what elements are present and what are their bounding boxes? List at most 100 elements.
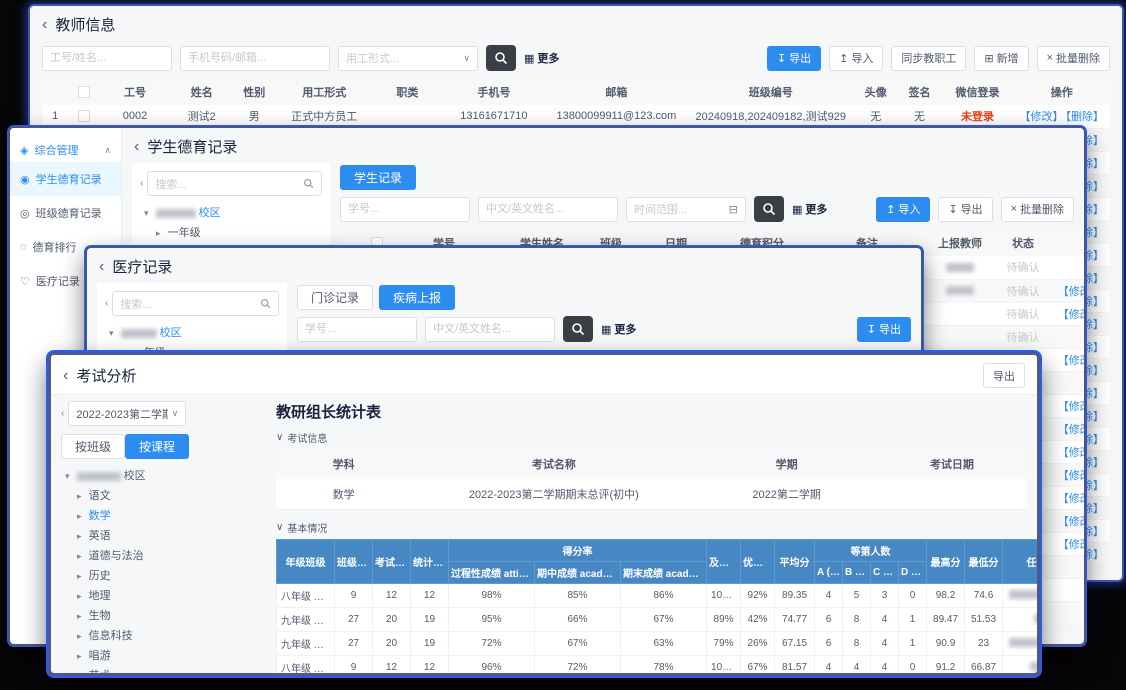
table-cell: 89.47 bbox=[926, 606, 966, 632]
sync-staff-button[interactable]: 同步教职工 bbox=[891, 45, 967, 71]
date-range-input[interactable]: 时间范围... ⊟ bbox=[626, 196, 746, 222]
add-button[interactable]: ⊞ 新增 bbox=[974, 45, 1029, 71]
export-button[interactable]: ↧ 导出 bbox=[856, 316, 911, 342]
student-id-input[interactable] bbox=[340, 196, 470, 222]
column-header: 年级班级 bbox=[276, 538, 335, 584]
export-button[interactable]: ↧ 导出 bbox=[766, 45, 822, 71]
op-link-button[interactable]: 【修改】 bbox=[1057, 538, 1084, 551]
student-id-input[interactable] bbox=[297, 316, 417, 342]
tree-node-subject[interactable]: ▸ 信息科技 bbox=[77, 630, 133, 642]
tab-button[interactable]: 门诊记录 bbox=[297, 285, 374, 310]
back-icon[interactable]: ‹ bbox=[99, 257, 105, 275]
op-link-button[interactable]: 【修改】 bbox=[1057, 492, 1084, 505]
table-cell: 8 bbox=[842, 630, 872, 656]
panel-collapse-icon[interactable]: ‹ bbox=[61, 408, 65, 419]
table-cell: 27 bbox=[334, 606, 373, 632]
row-checkbox[interactable] bbox=[77, 86, 90, 99]
table-cell: 100% bbox=[706, 582, 742, 608]
table-cell: 0 bbox=[898, 582, 928, 608]
tab-by-course[interactable]: 按课程 bbox=[125, 434, 190, 459]
more-button[interactable]: ▦ 更多 bbox=[601, 323, 637, 337]
tree-node-subject[interactable]: ▸ 数学 bbox=[77, 510, 111, 522]
tab-button[interactable]: 疾病上报 bbox=[379, 285, 456, 310]
op-link-button[interactable]: 【修改】 bbox=[1057, 469, 1084, 482]
tab-by-class[interactable]: 按班级 bbox=[61, 434, 126, 459]
sidebar-item[interactable]: ♡ 医疗记录 bbox=[10, 264, 121, 298]
back-icon[interactable]: ‹ bbox=[63, 366, 69, 384]
tree-node-subject[interactable]: ▸ 道德与法治 bbox=[77, 550, 144, 562]
sidebar-item[interactable]: ◉ 学生德育记录 bbox=[10, 162, 121, 196]
import-button[interactable]: ↥ 导入 bbox=[876, 196, 931, 222]
exam-left-panel: ‹ 2022-2023第二学期期末 ∨ 按班级 按课程 ▾ 校区 bbox=[61, 397, 266, 676]
page-title-teacher: 教师信息 bbox=[55, 17, 116, 34]
op-link-button[interactable]: 【修改】 bbox=[1057, 423, 1084, 436]
tree-node-subject[interactable]: ▸ 历史 bbox=[77, 570, 111, 582]
tree-search-input[interactable]: 搜索... bbox=[147, 171, 322, 196]
back-icon[interactable]: ‹ bbox=[134, 137, 140, 155]
search-icon bbox=[572, 323, 585, 336]
panel-collapse-icon[interactable]: ‹ bbox=[105, 298, 109, 309]
more-button[interactable]: ▦ 更多 bbox=[524, 50, 559, 66]
search-button[interactable] bbox=[754, 196, 784, 222]
tree-node-subject[interactable]: ▸ 语文 bbox=[77, 490, 111, 502]
column-header: 期末成绩 academic bbox=[619, 560, 708, 584]
table-cell: 12 bbox=[372, 582, 411, 608]
table-cell: 9 bbox=[334, 654, 373, 673]
row-checkbox[interactable] bbox=[77, 110, 90, 123]
op-link-button[interactable]: 【删除】 bbox=[1065, 111, 1105, 124]
student-name-input[interactable] bbox=[478, 196, 618, 222]
op-link-button[interactable]: 【修改】 bbox=[1057, 400, 1084, 413]
column-header: 工号 bbox=[98, 79, 172, 105]
table-cell: 98.2 bbox=[926, 582, 966, 608]
column-header: 性别 bbox=[232, 79, 277, 105]
export-button[interactable]: ↧ 导出 bbox=[938, 196, 993, 222]
redacted-value bbox=[1033, 614, 1037, 624]
table-cell: 0002 bbox=[98, 105, 172, 129]
tree-node-grade[interactable]: ▸ 一年级 bbox=[156, 227, 201, 239]
teacher-phone-email-input[interactable] bbox=[180, 45, 330, 71]
semester-select[interactable]: 2022-2023第二学期期末 ∨ bbox=[68, 401, 187, 426]
table-cell: 27 bbox=[334, 630, 373, 656]
tree-node-subject[interactable]: ▸ 英语 bbox=[77, 530, 111, 542]
op-link-button[interactable]: 【修改】 bbox=[1057, 446, 1084, 459]
import-button[interactable]: ↥ 导入 bbox=[829, 45, 884, 71]
tree-node-subject[interactable]: ▸ 唱游 bbox=[77, 650, 111, 662]
sidebar-group-management[interactable]: ◈ 综合管理 ∧ bbox=[10, 138, 121, 162]
page-title-medical: 医疗记录 bbox=[112, 259, 173, 276]
search-button[interactable] bbox=[563, 316, 593, 342]
table-cell: 66.87 bbox=[964, 654, 1004, 673]
tab-student-records[interactable]: 学生记录 bbox=[340, 165, 417, 190]
column-header: 职类 bbox=[372, 79, 443, 105]
batch-delete-button[interactable]: × 批量删除 bbox=[1036, 45, 1110, 71]
export-button[interactable]: 导出 bbox=[983, 363, 1025, 388]
op-link-button[interactable]: 【修改】 bbox=[1057, 354, 1084, 367]
tree-node-campus[interactable]: ▾ 校区 bbox=[109, 327, 182, 339]
table-cell bbox=[1002, 654, 1037, 673]
redacted-value bbox=[1029, 662, 1037, 672]
search-button[interactable] bbox=[486, 45, 516, 71]
redacted-value bbox=[155, 208, 196, 218]
student-name-input[interactable] bbox=[425, 316, 555, 342]
table-cell bbox=[926, 256, 994, 280]
tree-closed-icon: ▸ bbox=[77, 671, 82, 676]
panel-collapse-icon[interactable]: ‹ bbox=[140, 178, 144, 189]
tree-node-subject[interactable]: ▸ 生物 bbox=[77, 610, 111, 622]
tree-node-subject[interactable]: ▸ 艺术 bbox=[61, 665, 266, 676]
op-link-button[interactable]: 【修改】 bbox=[1057, 515, 1084, 528]
tree-search-input[interactable]: 搜索... bbox=[112, 291, 279, 316]
op-link-button[interactable]: 【修改】 bbox=[1057, 285, 1084, 298]
tree-node-subject[interactable]: ▸ 地理 bbox=[77, 590, 111, 602]
tree-node-campus[interactable]: ▾ 校区 bbox=[65, 470, 146, 482]
table-cell: 8 bbox=[842, 606, 872, 632]
op-link-button[interactable]: 【修改】 bbox=[1057, 308, 1084, 321]
batch-delete-button[interactable]: × 批量删除 bbox=[1000, 196, 1074, 222]
op-link-button[interactable]: 【修改】 bbox=[1019, 111, 1064, 124]
teacher-id-name-input[interactable] bbox=[42, 45, 172, 71]
back-icon[interactable]: ‹ bbox=[42, 15, 48, 33]
tree-node-campus[interactable]: ▾ 校区 bbox=[144, 207, 221, 219]
sidebar-item[interactable]: ◌ 德育排行 bbox=[10, 230, 121, 264]
more-button[interactable]: ▦ 更多 bbox=[792, 203, 828, 217]
sidebar-item[interactable]: ◎ 班级德育记录 bbox=[10, 196, 121, 230]
employment-type-select[interactable]: 用工形式... ∨ bbox=[338, 45, 478, 71]
table-cell: 74.6 bbox=[964, 582, 1004, 608]
